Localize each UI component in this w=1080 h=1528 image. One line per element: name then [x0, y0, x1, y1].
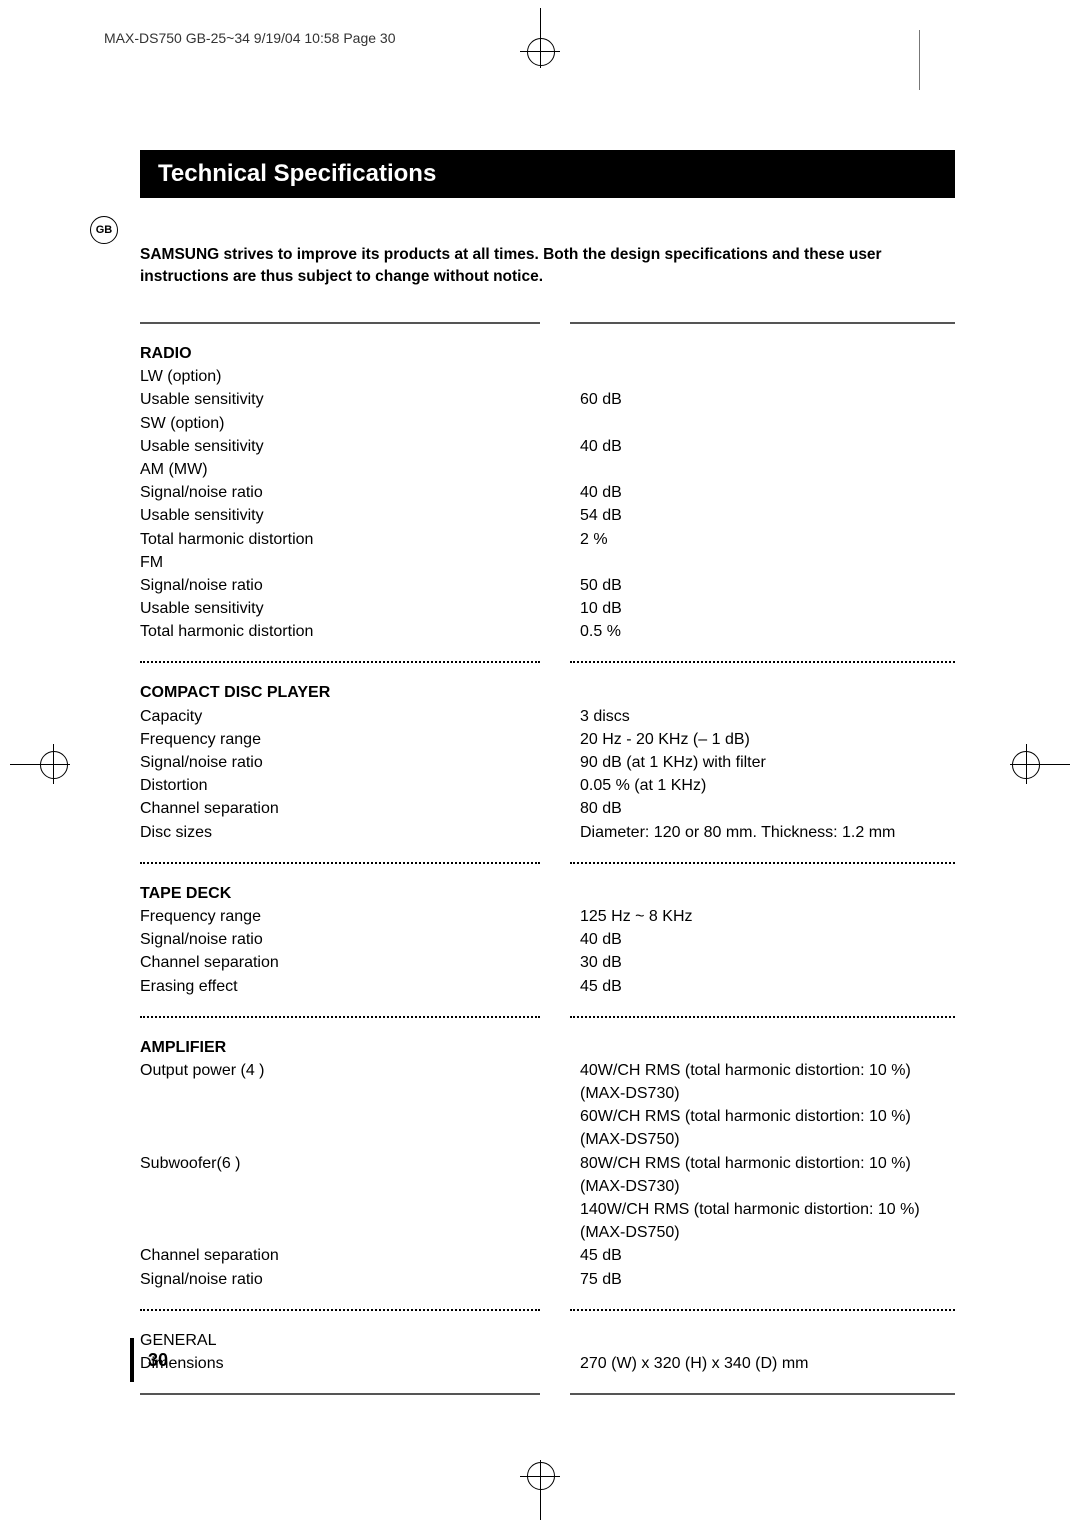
- cd-cap: Capacity: [140, 705, 550, 728]
- section-radio: Radio LW (option) Usable sensitivity 60 d…: [140, 324, 955, 643]
- radio-lw-us: Usable sensitivity: [140, 388, 550, 411]
- amp-sub-v2: 140W/CH RMS (total harmonic distortion: …: [580, 1198, 955, 1244]
- cd-ds-v: Diameter: 120 or 80 mm. Thickness: 1.2 m…: [580, 821, 955, 844]
- tape-heading: Tape Deck: [140, 882, 550, 905]
- gb-badge: GB: [90, 216, 118, 244]
- radio-fm-us-v: 10 dB: [580, 597, 955, 620]
- radio-am-us: Usable sensitivity: [140, 504, 550, 527]
- radio-fm-us: Usable sensitivity: [140, 597, 550, 620]
- trim-line: [919, 30, 920, 90]
- radio-fm: FM: [140, 551, 550, 574]
- page-number: 30: [130, 1338, 168, 1382]
- tape-er-v: 45 dB: [580, 975, 955, 998]
- amp-cs: Channel separation: [140, 1244, 550, 1267]
- tape-er: Erasing effect: [140, 975, 550, 998]
- radio-fm-sn: Signal/noise ratio: [140, 574, 550, 597]
- page-title: Technical Specifications: [140, 150, 955, 198]
- general-dim-v: 270 (W) x 320 (H) x 340 (D) mm: [580, 1352, 955, 1375]
- tape-cs-v: 30 dB: [580, 951, 955, 974]
- cd-heading: Compact Disc Player: [140, 681, 550, 704]
- radio-fm-sn-v: 50 dB: [580, 574, 955, 597]
- radio-sw-us: Usable sensitivity: [140, 435, 550, 458]
- general-heading: GENERAL: [140, 1329, 550, 1352]
- radio-lw: LW (option): [140, 365, 550, 388]
- radio-am-sn-v: 40 dB: [580, 481, 955, 504]
- cd-sn-v: 90 dB (at 1 KHz) with filter: [580, 751, 955, 774]
- intro-line-2: instructions are thus subject to change …: [140, 268, 543, 285]
- amp-cs-v: 45 dB: [580, 1244, 955, 1267]
- radio-fm-thd-v: 0.5 %: [580, 620, 955, 643]
- intro-text: SAMSUNG strives to improve its products …: [140, 244, 955, 289]
- amp-sn: Signal/noise ratio: [140, 1268, 550, 1291]
- cd-dist-v: 0.05 % (at 1 KHz): [580, 774, 955, 797]
- print-header: MAX-DS750 GB-25~34 9/19/04 10:58 Page 30: [104, 30, 395, 46]
- cd-freq: Frequency range: [140, 728, 550, 751]
- cd-cs: Channel separation: [140, 797, 550, 820]
- radio-sw: SW (option): [140, 412, 550, 435]
- tape-sn: Signal/noise ratio: [140, 928, 550, 951]
- radio-am-us-v: 54 dB: [580, 504, 955, 527]
- bottom-divider: [140, 1393, 955, 1395]
- radio-heading: Radio: [140, 342, 550, 365]
- radio-am: AM (MW): [140, 458, 550, 481]
- cd-cs-v: 80 dB: [580, 797, 955, 820]
- radio-am-sn: Signal/noise ratio: [140, 481, 550, 504]
- cd-ds: Disc sizes: [140, 821, 550, 844]
- tape-cs: Channel separation: [140, 951, 550, 974]
- amp-op-v1: 40W/CH RMS (total harmonic distortion: 1…: [580, 1059, 955, 1105]
- cd-sn: Signal/noise ratio: [140, 751, 550, 774]
- radio-lw-us-v: 60 dB: [580, 388, 955, 411]
- tape-freq-v: 125 Hz ~ 8 KHz: [580, 905, 955, 928]
- page: MAX-DS750 GB-25~34 9/19/04 10:58 Page 30…: [0, 0, 1080, 1528]
- cd-cap-v: 3 discs: [580, 705, 955, 728]
- amp-sub-v1: 80W/CH RMS (total harmonic distortion: 1…: [580, 1152, 955, 1198]
- amp-op: Output power (4 ): [140, 1059, 550, 1105]
- page-number-bar: [130, 1338, 134, 1382]
- radio-am-thd-v: 2 %: [580, 528, 955, 551]
- intro-line-1: SAMSUNG strives to improve its products …: [140, 246, 882, 263]
- section-tape: Tape Deck Frequency range125 Hz ~ 8 KHz …: [140, 864, 955, 998]
- amp-heading: Amplifier: [140, 1036, 550, 1059]
- cd-dist: Distortion: [140, 774, 550, 797]
- tape-freq: Frequency range: [140, 905, 550, 928]
- page-number-text: 30: [148, 1350, 168, 1371]
- radio-fm-thd: Total harmonic distortion: [140, 620, 550, 643]
- section-cd: Compact Disc Player Capacity 3 discs Freq…: [140, 663, 955, 843]
- top-divider: [140, 322, 955, 324]
- radio-am-thd: Total harmonic distortion: [140, 528, 550, 551]
- radio-sw-us-v: 40 dB: [580, 435, 955, 458]
- amp-sub: Subwoofer(6 ): [140, 1152, 550, 1198]
- amp-sn-v: 75 dB: [580, 1268, 955, 1291]
- amp-op-v2: 60W/CH RMS (total harmonic distortion: 1…: [580, 1105, 955, 1151]
- spec-body: Radio LW (option) Usable sensitivity 60 d…: [140, 322, 955, 1395]
- section-general: GENERAL Dimensions 270 (W) x 320 (H) x 34…: [140, 1311, 955, 1375]
- section-amp: Amplifier Output power (4 ) 40W/CH RMS (t…: [140, 1018, 955, 1291]
- tape-sn-v: 40 dB: [580, 928, 955, 951]
- general-dim: Dimensions: [140, 1352, 550, 1375]
- cd-freq-v: 20 Hz - 20 KHz (– 1 dB): [580, 728, 955, 751]
